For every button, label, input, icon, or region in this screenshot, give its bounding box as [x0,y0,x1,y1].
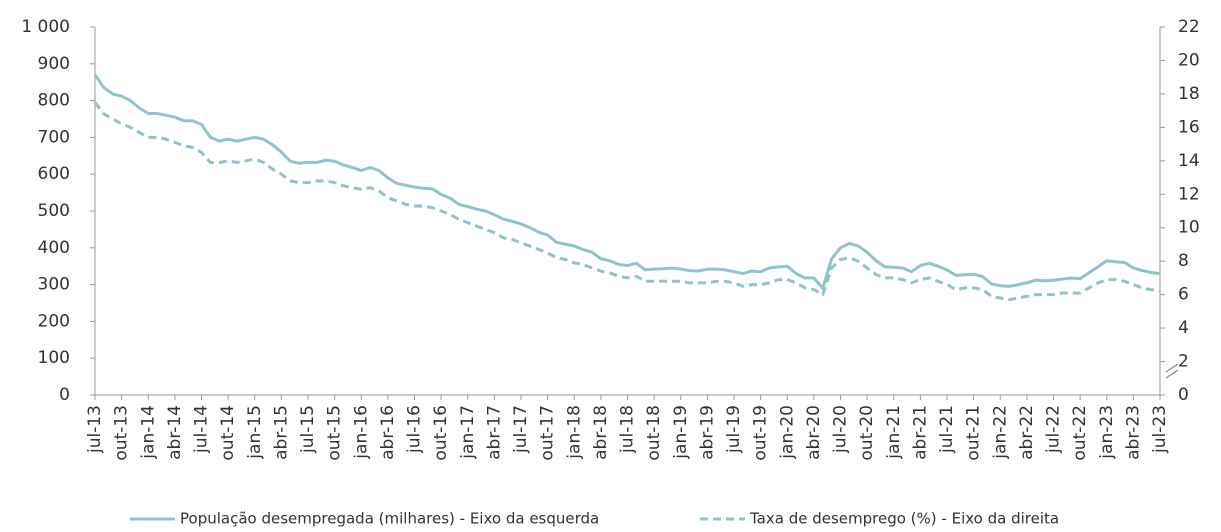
x-tick-label: out-17 [538,405,558,461]
x-tick-label: jul-13 [85,405,105,454]
y-tick-label: 500 [38,201,70,221]
y2-tick-label: 8 [1178,251,1189,271]
y-tick-label: 900 [38,54,70,74]
y-tick-label: 300 [38,275,70,295]
y2-tick-label: 12 [1178,184,1200,204]
x-tick-label: out-15 [325,405,345,461]
data-line [93,73,1161,290]
x-tick-label: jul-22 [1044,405,1064,454]
x-tick-label: abr-19 [697,405,717,460]
x-tick-label: jan-15 [245,405,265,460]
x-tick-label: out-16 [431,405,451,461]
axis-break [1165,363,1179,379]
x-tick-label: abr-14 [165,405,185,460]
x-tick-label: jan-19 [671,405,691,460]
legend-label: Taxa de desemprego (%) - Eixo da direita [749,510,1059,528]
x-tick-label: jan-20 [777,405,797,460]
y2-tick-label: 14 [1178,151,1200,171]
x-tick-label: abr-15 [271,405,291,460]
x-tick-label: jul-23 [1150,405,1170,454]
y-tick-label: 700 [38,127,70,147]
y2-tick-label: 20 [1178,50,1200,70]
x-tick-label: abr-16 [378,405,398,460]
x-tick-label: jan-21 [884,405,904,460]
x-tick-label: abr-23 [1123,405,1143,460]
x-tick-label: abr-18 [591,405,611,460]
x-tick-label: jul-20 [831,405,851,454]
y-tick-label: 600 [38,164,70,184]
x-tick-label: abr-20 [804,405,824,460]
x-tick-label: jul-17 [511,405,531,454]
x-tick-label: jul-18 [618,405,638,454]
y-tick-label: 200 [38,311,70,331]
x-tick-label: out-22 [1070,405,1090,461]
x-tick-label: jan-16 [351,405,371,460]
x-tick-label: jul-14 [192,405,212,454]
x-tick-label: jan-22 [990,405,1010,460]
x-tick-label: out-20 [857,405,877,461]
y2-tick-label: 10 [1178,218,1200,238]
x-tick-label: jan-18 [564,405,584,460]
y-tick-label: 400 [38,238,70,258]
y-tick-label: 1 000 [21,17,70,37]
x-tick-label: jan-14 [138,405,158,460]
y2-tick-label: 4 [1178,318,1189,338]
y2-tick-label: 16 [1178,117,1200,137]
y2-tick-label: 6 [1178,285,1189,305]
x-tick-label: jul-15 [298,405,318,454]
y-tick-label: 0 [59,385,70,405]
x-tick-label: out-21 [964,405,984,461]
x-tick-label: jul-19 [724,405,744,454]
y-tick-label: 100 [38,348,70,368]
x-tick-label: jan-23 [1097,405,1117,460]
x-tick-label: jul-21 [937,405,957,454]
x-tick-label: abr-22 [1017,405,1037,460]
x-tick-label: abr-21 [910,405,930,460]
x-tick-label: out-14 [218,405,238,461]
data-line [93,101,1161,302]
x-tick-label: out-13 [112,405,132,461]
y2-tick-label: 22 [1178,17,1200,37]
y2-tick-label: 18 [1178,84,1200,104]
y2-tick-label: 2 [1178,352,1189,372]
x-tick-label: jul-16 [405,405,425,454]
x-tick-label: out-19 [751,405,771,461]
y2-tick-label: 0 [1178,385,1189,405]
y-tick-label: 800 [38,91,70,111]
legend-label: População desempregada (milhares) - Eixo… [180,510,599,528]
x-tick-label: jan-17 [458,405,478,460]
x-tick-label: out-18 [644,405,664,461]
x-tick-label: abr-17 [484,405,504,460]
